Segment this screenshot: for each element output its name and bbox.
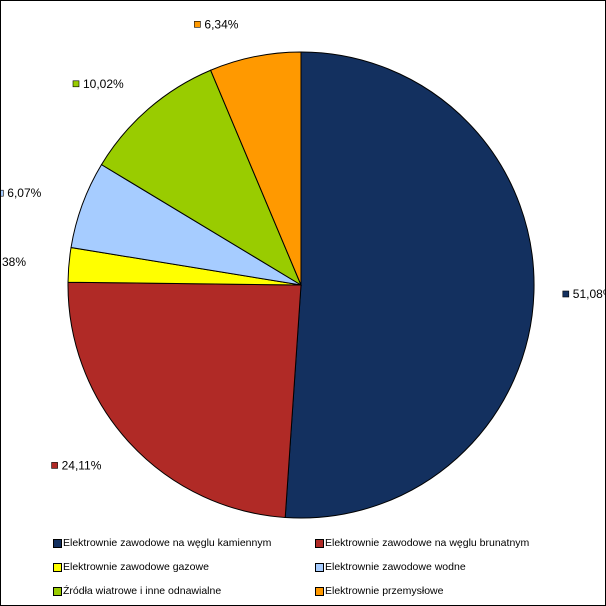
data-label: 10,02%: [72, 77, 124, 91]
pie-slice: [100, 69, 303, 287]
legend-swatch: [315, 538, 324, 548]
data-label-key: [194, 20, 201, 28]
data-label: 2,38%: [1, 255, 26, 269]
legend-swatch: [53, 538, 62, 548]
pie-slice: [67, 281, 302, 518]
data-label-key: [562, 290, 570, 298]
legend-swatch: [53, 562, 62, 572]
legend-label: Elektrownie zawodowe na węglu kamiennym: [63, 537, 272, 549]
legend-swatch: [315, 586, 324, 596]
legend-label: Elektrownie przemysłowe: [325, 585, 444, 597]
legend-swatch: [315, 562, 324, 572]
legend-label: Źródła wiatrowe i inne odnawialne: [63, 585, 222, 597]
legend-item: Elektrownie zawodowe gazowe: [53, 555, 315, 579]
data-label-text: 24,11%: [62, 458, 102, 472]
data-label-key: [72, 80, 80, 88]
data-label-text: 2,38%: [1, 255, 26, 269]
legend-swatch: [53, 586, 62, 596]
data-label: 24,11%: [51, 458, 102, 472]
pie-slice: [209, 51, 302, 286]
legend-item: Źródła wiatrowe i inne odnawialne: [53, 579, 315, 603]
data-label: 6,07%: [1, 186, 42, 200]
data-label-text: 10,02%: [83, 77, 124, 91]
legend: Elektrownie zawodowe na węglu kamiennym …: [53, 531, 573, 603]
data-label-key: [1, 189, 4, 197]
data-label-text: 6,07%: [7, 186, 41, 200]
legend-item: Elektrownie zawodowe na węglu kamiennym: [53, 531, 315, 555]
data-label-key: [51, 462, 58, 469]
legend-item: Elektrownie przemysłowe: [315, 579, 573, 603]
legend-label: Elektrownie zawodowe wodne: [325, 561, 466, 573]
legend-label: Elektrownie zawodowe na węglu brunatnym: [325, 537, 530, 549]
pie-slice: [284, 51, 535, 519]
data-label: 6,34%: [194, 17, 239, 31]
data-label-text: 6,34%: [204, 17, 238, 31]
data-label-text: 51,08%: [573, 287, 605, 301]
legend-label: Elektrownie zawodowe gazowe: [63, 561, 209, 573]
legend-item: Elektrownie zawodowe na węglu brunatnym: [315, 531, 573, 555]
legend-item: Elektrownie zawodowe wodne: [315, 555, 573, 579]
data-label: 51,08%: [562, 287, 605, 301]
